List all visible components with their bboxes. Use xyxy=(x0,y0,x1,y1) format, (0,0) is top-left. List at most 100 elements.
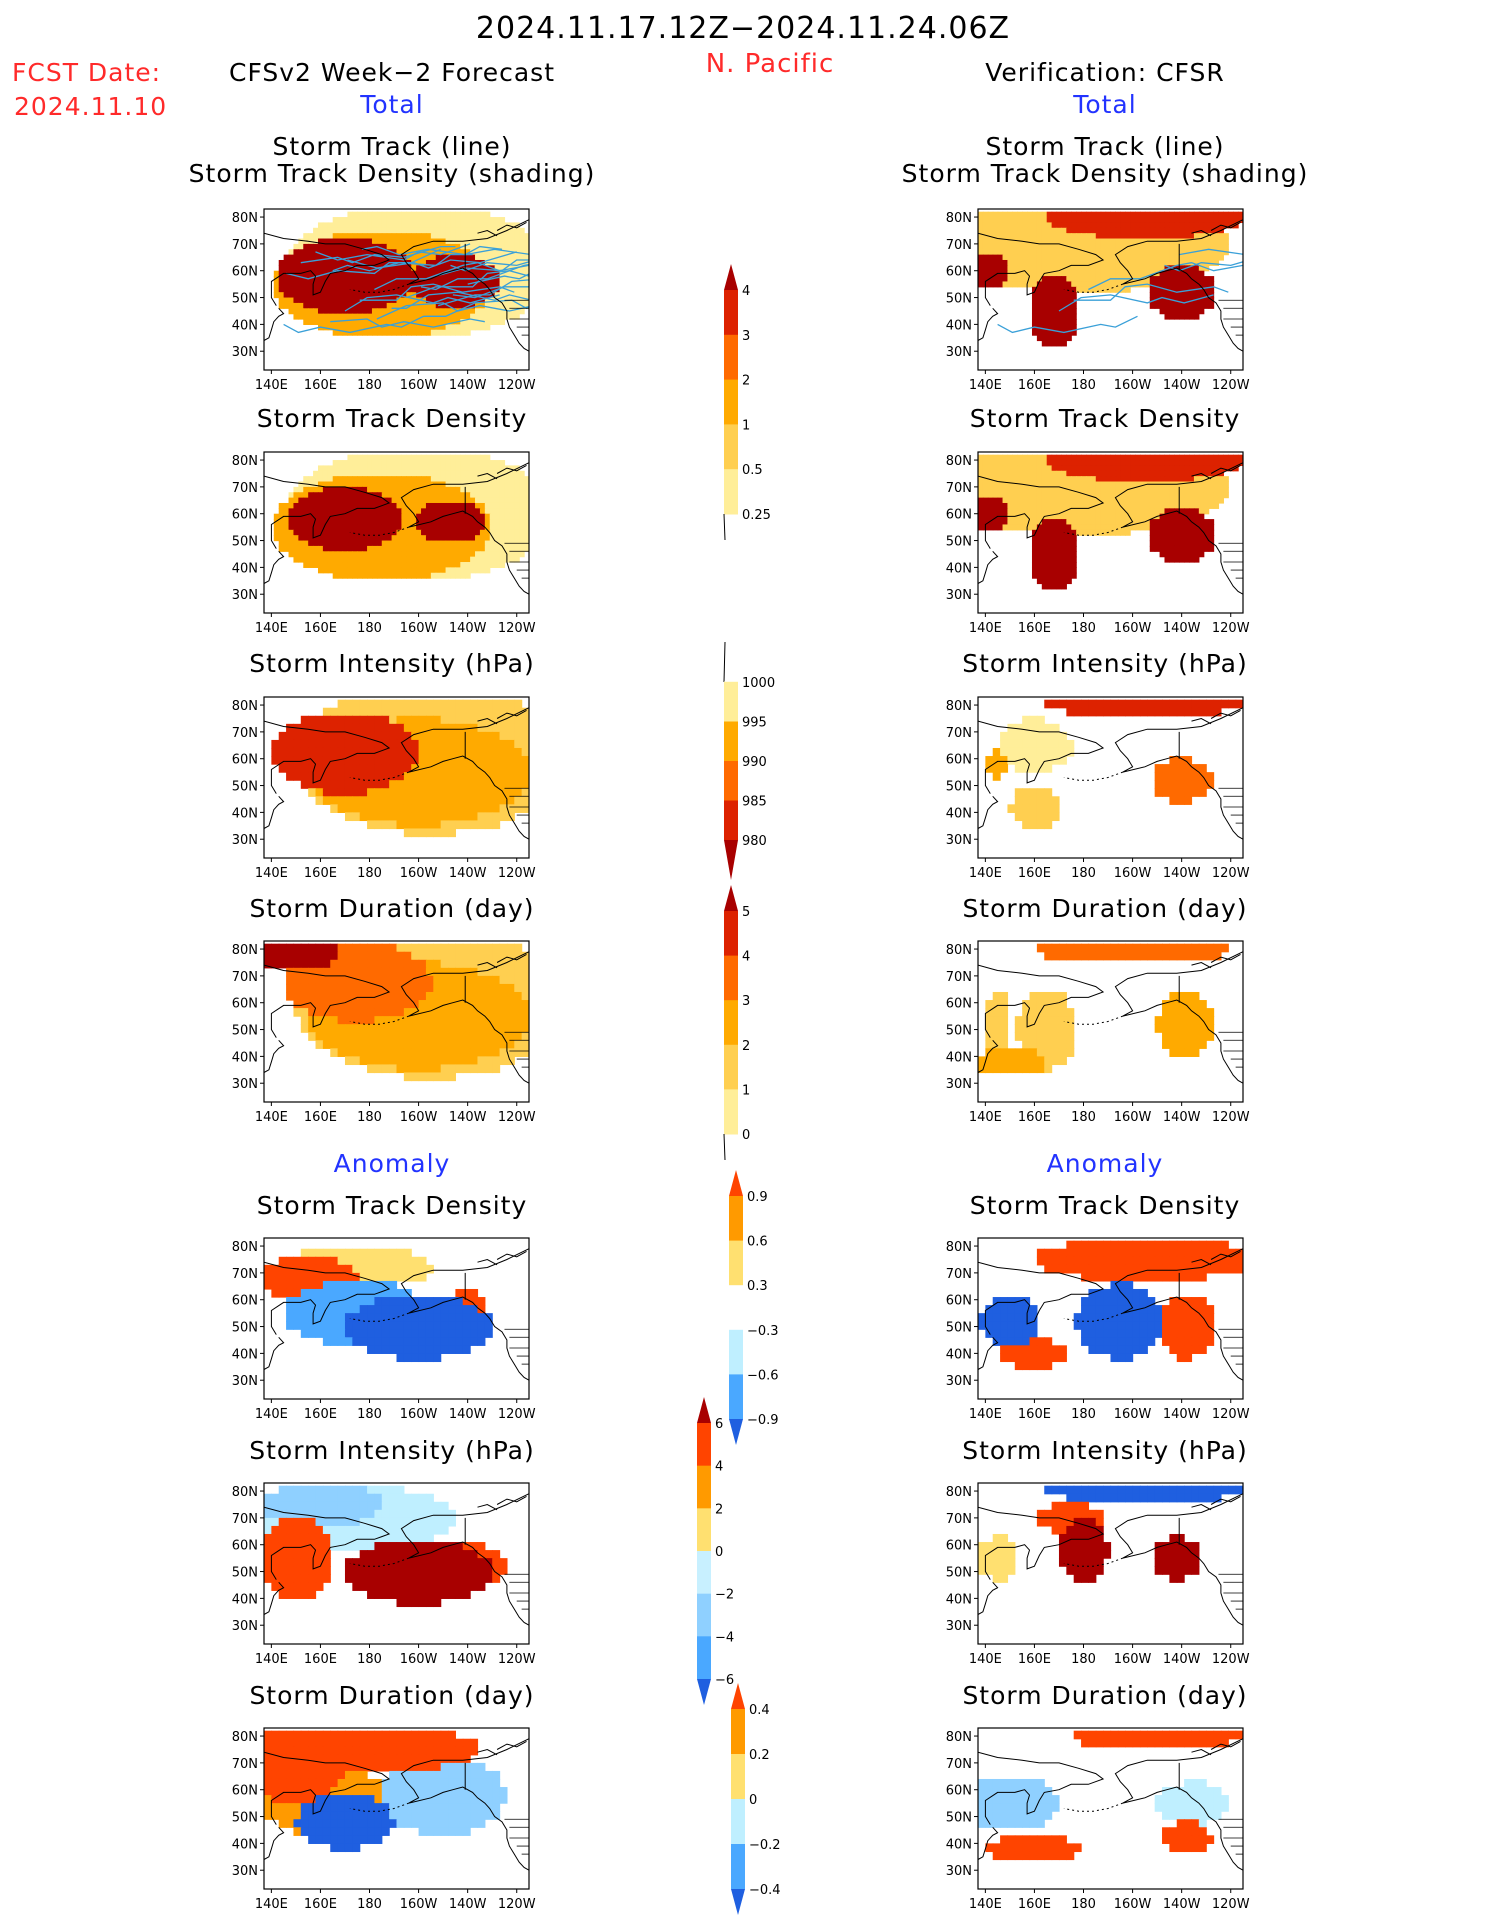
right-duration-title: Storm Duration (day) xyxy=(962,894,1248,923)
lat-tick-label: 70N xyxy=(232,970,258,985)
lon-tick-label: 160E xyxy=(1018,621,1051,636)
lat-tick-label: 50N xyxy=(232,535,258,550)
lon-tick-label: 160W xyxy=(1114,866,1152,881)
lat-tick-label: 40N xyxy=(232,806,258,821)
map-frame xyxy=(263,1482,530,1645)
map-frame xyxy=(977,451,1244,614)
lon-tick-label: 120W xyxy=(1212,866,1250,881)
map-shading xyxy=(264,1248,493,1363)
colorbar-label: 6 xyxy=(715,1417,723,1432)
map-shading xyxy=(985,699,1243,830)
lon-tick-label: 160W xyxy=(400,1652,438,1667)
colorbar-label: 2 xyxy=(715,1502,723,1517)
lat-tick-label: 30N xyxy=(946,1374,972,1389)
lat-tick-label: 60N xyxy=(946,997,972,1012)
right-density-title: Storm Track Density xyxy=(969,404,1241,433)
left-column-title: CFSv2 Week−2 Forecast xyxy=(229,58,555,87)
lat-tick-label: 80N xyxy=(946,1485,972,1500)
lat-tick-label: 60N xyxy=(232,997,258,1012)
map-panel: 80N 70N 60N 50N 40N 30N 140E 160E 180 160W 140W 120… xyxy=(232,940,536,1125)
lon-tick-label: 180 xyxy=(357,1897,382,1912)
lat-tick-label: 70N xyxy=(232,1512,258,1527)
lon-tick-label: 140E xyxy=(969,1407,1002,1422)
lat-tick-label: 40N xyxy=(946,318,972,333)
colorbar-label: 3 xyxy=(742,994,750,1009)
colorbar-density_total: 4 3 2 1 0.5 0.25 xyxy=(723,264,771,541)
lon-tick-label: 120W xyxy=(498,621,536,636)
coastlines xyxy=(978,462,1243,595)
lon-tick-label: 140W xyxy=(449,621,487,636)
map-shading xyxy=(273,454,529,579)
lat-tick-label: 50N xyxy=(232,1024,258,1039)
lat-tick-label: 70N xyxy=(946,1512,972,1527)
lon-tick-label: 140W xyxy=(1163,1652,1201,1667)
colorbar-label: 0.5 xyxy=(742,463,763,478)
lon-tick-label: 120W xyxy=(498,378,536,393)
lat-tick-label: 30N xyxy=(946,588,972,603)
lon-tick-label: 160W xyxy=(1114,378,1152,393)
coastlines xyxy=(264,951,529,1084)
lat-tick-label: 50N xyxy=(232,1811,258,1826)
lon-tick-label: 180 xyxy=(1071,1407,1096,1422)
lon-tick-label: 140W xyxy=(1163,1407,1201,1422)
coastlines xyxy=(978,1738,1243,1871)
lat-tick-label: 60N xyxy=(232,265,258,280)
lon-tick-label: 160E xyxy=(1018,1897,1051,1912)
lon-tick-label: 140E xyxy=(969,1897,1002,1912)
lon-tick-label: 140W xyxy=(1163,1897,1201,1912)
fcst-date-label: FCST Date: xyxy=(12,58,162,87)
lon-tick-label: 160E xyxy=(304,378,337,393)
lat-tick-label: 70N xyxy=(946,1757,972,1772)
lat-tick-label: 60N xyxy=(946,1784,972,1799)
lon-tick-label: 160E xyxy=(1018,1110,1051,1125)
lon-tick-label: 160W xyxy=(1114,1652,1152,1667)
left-track-shading-title: Storm Track Density (shading) xyxy=(188,159,596,188)
lon-tick-label: 160W xyxy=(400,1110,438,1125)
left-duration-title: Storm Duration (day) xyxy=(249,894,535,923)
lat-tick-label: 30N xyxy=(232,1077,258,1092)
colorbar-intensity_total: 1000 995 990 985 980 xyxy=(724,642,775,880)
colorbar-label: 0 xyxy=(715,1545,723,1560)
storm-track-lines xyxy=(283,243,529,334)
map-panel: 80N 70N 60N 50N 40N 30N 140E 160E 180 160W 140W 120… xyxy=(232,451,536,636)
lon-tick-label: 180 xyxy=(357,621,382,636)
lon-tick-label: 160W xyxy=(400,1407,438,1422)
lon-tick-label: 140W xyxy=(1163,378,1201,393)
lon-tick-label: 140W xyxy=(449,1652,487,1667)
lat-tick-label: 80N xyxy=(232,454,258,469)
lon-tick-label: 180 xyxy=(357,1652,382,1667)
lon-tick-label: 180 xyxy=(357,378,382,393)
map-frame xyxy=(263,696,530,859)
lon-tick-label: 160E xyxy=(1018,1407,1051,1422)
colorbar-label: −2 xyxy=(715,1588,734,1603)
colorbar-duration_anom: 0.4 0.2 0 −0.2 −0.4 xyxy=(731,1683,781,1915)
lon-tick-label: 180 xyxy=(357,866,382,881)
lat-tick-label: 40N xyxy=(232,1347,258,1362)
lon-tick-label: 160E xyxy=(304,1110,337,1125)
colorbar-label: 980 xyxy=(742,834,767,849)
colorbar-label: −0.3 xyxy=(747,1324,779,1339)
colorbar-label: 985 xyxy=(742,795,767,810)
left-total-label: Total xyxy=(360,90,424,119)
map-shading xyxy=(978,1240,1243,1371)
lat-tick-label: 30N xyxy=(232,588,258,603)
lat-tick-label: 80N xyxy=(946,211,972,226)
lon-tick-label: 180 xyxy=(1071,1110,1096,1125)
lon-tick-label: 140E xyxy=(255,1652,288,1667)
lon-tick-label: 120W xyxy=(498,1407,536,1422)
lat-tick-label: 80N xyxy=(232,1485,258,1500)
lat-tick-label: 50N xyxy=(946,1024,972,1039)
colorbar-duration_total: 5 4 3 2 1 0 xyxy=(723,885,750,1161)
right-intensity-title: Storm Intensity (hPa) xyxy=(962,649,1248,678)
lat-tick-label: 50N xyxy=(946,780,972,795)
lon-tick-label: 160E xyxy=(304,1897,337,1912)
colorbar-label: −6 xyxy=(715,1673,734,1688)
lat-tick-label: 50N xyxy=(232,292,258,307)
colorbar-label: 0 xyxy=(742,1128,750,1143)
map-panel: 80N 70N 60N 50N 40N 30N 140E 160E 180 160W 140W 120… xyxy=(946,940,1250,1125)
lat-tick-label: 40N xyxy=(232,1837,258,1852)
coastlines xyxy=(978,1248,1243,1381)
lat-tick-label: 40N xyxy=(232,1050,258,1065)
lat-tick-label: 60N xyxy=(232,1294,258,1309)
